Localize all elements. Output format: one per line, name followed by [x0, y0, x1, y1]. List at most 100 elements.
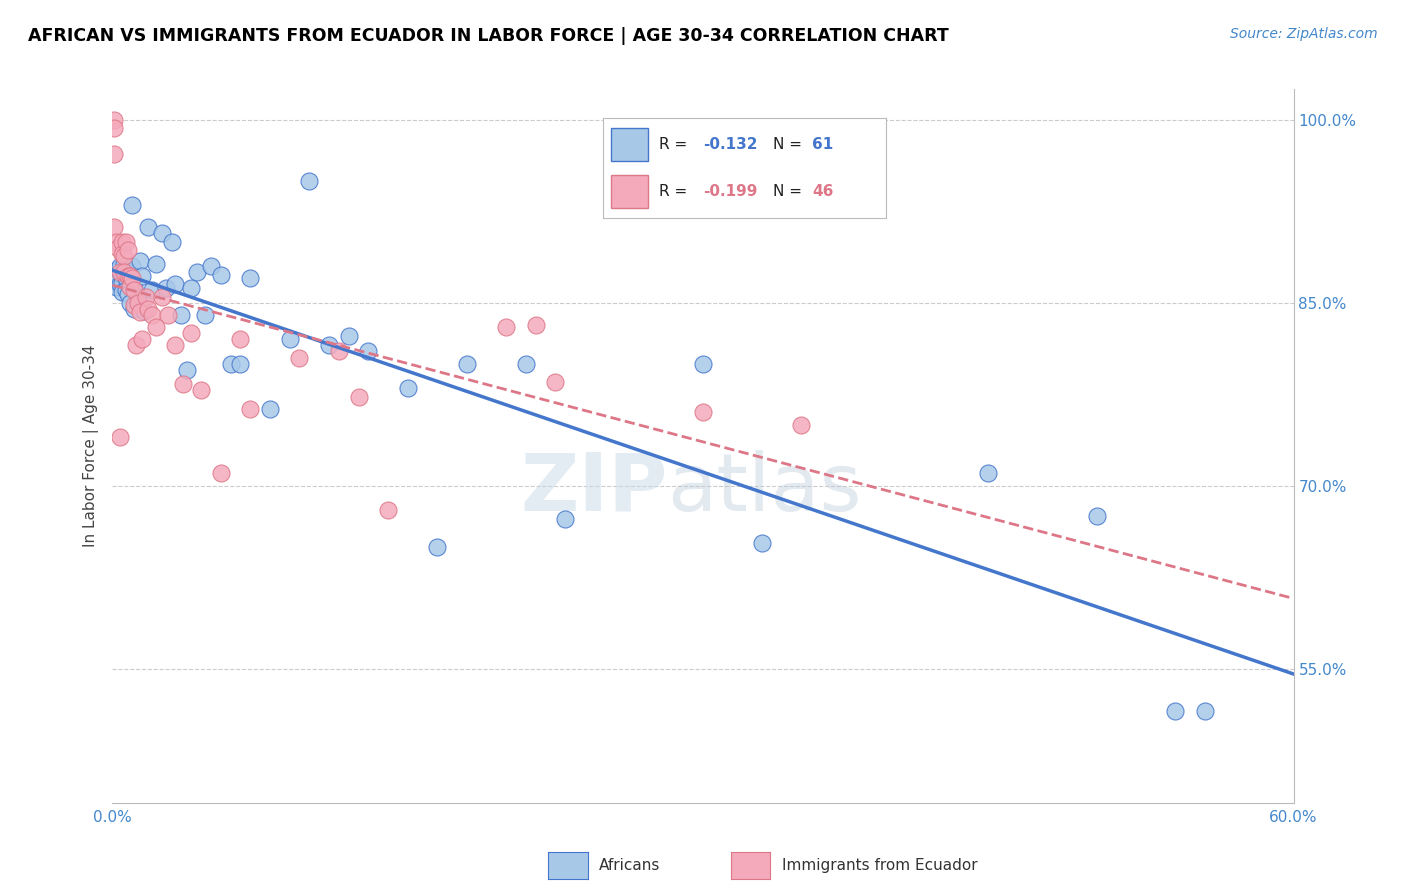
Point — [112, 268, 135, 282]
Point — [117, 287, 139, 301]
Point — [259, 401, 281, 416]
Point — [103, 265, 125, 279]
Point — [692, 405, 714, 419]
Point — [515, 357, 537, 371]
Point — [120, 268, 142, 283]
Text: -0.199: -0.199 — [703, 184, 758, 199]
Point — [172, 377, 194, 392]
Point — [141, 308, 163, 322]
Point — [180, 281, 202, 295]
Point — [115, 235, 138, 249]
Point — [112, 265, 135, 279]
Point — [110, 265, 132, 279]
Point — [111, 235, 134, 249]
Text: N =: N = — [773, 136, 807, 152]
Point — [136, 220, 159, 235]
Point — [150, 289, 173, 303]
Point — [209, 268, 232, 282]
Point — [426, 540, 449, 554]
Point — [357, 344, 380, 359]
Point — [155, 281, 177, 295]
Point — [160, 235, 183, 249]
Point — [122, 280, 145, 294]
Point — [524, 318, 547, 332]
Point — [122, 298, 145, 312]
Point — [110, 277, 132, 292]
Point — [127, 295, 149, 310]
Point — [1085, 509, 1108, 524]
Point — [347, 390, 370, 404]
Text: atlas: atlas — [668, 450, 862, 528]
Point — [132, 304, 155, 318]
Point — [103, 121, 125, 136]
Point — [1164, 704, 1187, 718]
Text: Source: ZipAtlas.com: Source: ZipAtlas.com — [1230, 27, 1378, 41]
Point — [135, 289, 157, 303]
Point — [150, 226, 173, 240]
Point — [121, 259, 143, 273]
Text: -0.132: -0.132 — [703, 136, 758, 152]
Point — [103, 271, 125, 285]
Point — [117, 244, 139, 258]
Text: ZIP: ZIP — [520, 450, 668, 528]
Point — [977, 467, 1000, 481]
Text: AFRICAN VS IMMIGRANTS FROM ECUADOR IN LABOR FORCE | AGE 30-34 CORRELATION CHART: AFRICAN VS IMMIGRANTS FROM ECUADOR IN LA… — [28, 27, 949, 45]
Point — [186, 265, 208, 279]
Point — [112, 249, 135, 263]
Point — [112, 257, 135, 271]
Point — [103, 112, 125, 127]
Point — [209, 467, 232, 481]
Point — [111, 247, 134, 261]
Point — [103, 220, 125, 235]
Point — [165, 277, 187, 292]
Point — [790, 417, 813, 432]
Point — [156, 308, 179, 322]
Point — [239, 271, 262, 285]
Point — [298, 174, 321, 188]
Text: N =: N = — [773, 184, 807, 199]
Point — [692, 357, 714, 371]
Point — [219, 357, 242, 371]
Point — [129, 305, 152, 319]
Point — [165, 338, 187, 352]
Point — [456, 357, 478, 371]
Point — [111, 276, 134, 290]
Point — [111, 285, 134, 299]
Text: R =: R = — [659, 184, 692, 199]
Point — [107, 241, 129, 255]
Point — [121, 271, 143, 285]
Point — [145, 257, 167, 271]
Point — [145, 320, 167, 334]
Text: 61: 61 — [813, 136, 834, 152]
Point — [337, 328, 360, 343]
Point — [117, 268, 139, 283]
Point — [107, 270, 129, 285]
Point — [495, 320, 517, 334]
Point — [110, 430, 132, 444]
Point — [328, 344, 350, 359]
Point — [125, 338, 148, 352]
Point — [107, 261, 129, 276]
Point — [239, 401, 262, 416]
Point — [120, 295, 142, 310]
Point — [318, 338, 340, 352]
Point — [115, 284, 138, 298]
Point — [103, 146, 125, 161]
Point — [110, 259, 132, 273]
Point — [190, 384, 212, 398]
Point — [396, 381, 419, 395]
Point — [544, 375, 567, 389]
Point — [117, 265, 139, 279]
Point — [120, 280, 142, 294]
FancyBboxPatch shape — [612, 175, 648, 208]
Point — [229, 357, 252, 371]
Point — [115, 271, 138, 285]
Point — [127, 289, 149, 303]
Point — [180, 326, 202, 341]
Y-axis label: In Labor Force | Age 30-34: In Labor Force | Age 30-34 — [83, 344, 98, 548]
Point — [141, 284, 163, 298]
Point — [121, 198, 143, 212]
Text: 46: 46 — [813, 184, 834, 199]
Point — [136, 301, 159, 316]
Text: R =: R = — [659, 136, 692, 152]
